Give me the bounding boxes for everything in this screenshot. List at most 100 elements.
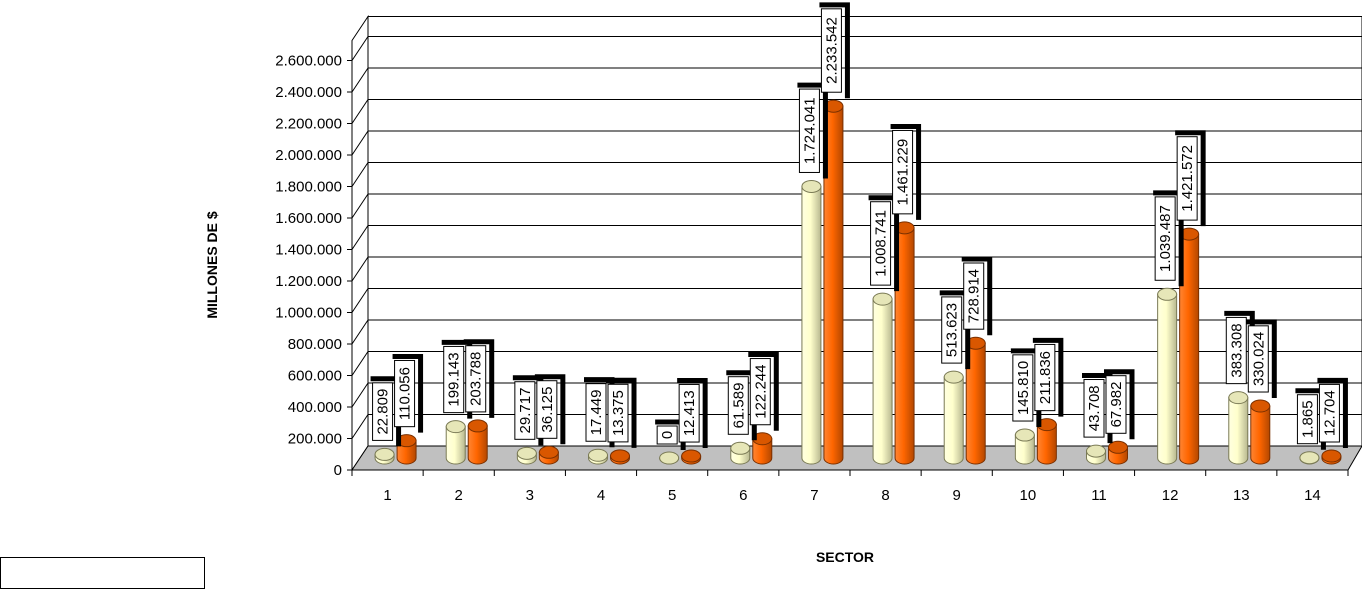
data-label-text: 0 [659, 431, 676, 439]
data-label-callout [819, 2, 850, 99]
data-label-text: 67.982 [1108, 382, 1125, 428]
bar-top [538, 445, 559, 459]
gridline-side [351, 130, 369, 156]
data-label-text: 728.914 [966, 269, 983, 323]
data-label-text: 61.589 [730, 383, 747, 429]
bar-body [1179, 233, 1200, 465]
bar-top [610, 449, 630, 463]
x-axis-ticks: 1 2 3 4 5 6 7 8 9 10 11 12 13 14 [351, 469, 1349, 504]
bar [659, 451, 680, 465]
gridline-side [351, 225, 369, 250]
data-label-callout [606, 377, 637, 448]
bar [801, 179, 822, 465]
data-label: 728.914 [961, 256, 993, 336]
side-wall-panel [351, 14, 369, 472]
x-tick-label: 7 [810, 487, 818, 504]
bar-body [396, 440, 417, 465]
data-label-box [394, 359, 416, 428]
data-label-box [585, 383, 607, 442]
gridline-side [351, 36, 369, 61]
data-label: 1.039.487 [1153, 190, 1184, 287]
bar [872, 292, 893, 465]
data-label-text: 12.413 [681, 390, 698, 436]
bar-top [1014, 428, 1035, 442]
x-tick-label: 9 [953, 487, 961, 504]
bar [588, 448, 608, 465]
bar-top [943, 370, 964, 384]
data-label-box [514, 381, 536, 440]
legend [0, 557, 205, 589]
y-axis-ticks: 0 200.000 400.000 600.000 800.000 1.000.000 1.… [275, 53, 352, 479]
y-tick-label: 0 [334, 462, 342, 479]
data-label-callout [961, 256, 993, 336]
data-label-callout [1104, 369, 1135, 440]
bar-body [1014, 434, 1035, 465]
data-label: 12.704 [1317, 377, 1348, 448]
data-label-text: 110.056 [397, 367, 414, 420]
data-label-box [372, 382, 394, 441]
data-label-callout [748, 352, 779, 431]
bar-top [516, 446, 537, 460]
data-label-text: 1.461.229 [895, 139, 912, 206]
bar-body [467, 425, 488, 465]
bar-body [872, 298, 893, 465]
bar [538, 445, 559, 465]
bar-body [445, 426, 466, 465]
bar-top [374, 447, 395, 461]
y-tick-label: 1.000.000 [275, 305, 342, 322]
data-label-text: 145.810 [1015, 361, 1032, 415]
gridline-side [351, 414, 369, 439]
bar-body [752, 438, 773, 465]
x-tick-label: 12 [1162, 487, 1179, 504]
data-label-box [1154, 196, 1176, 281]
data-label: 1.008.741 [868, 195, 900, 292]
bar [730, 441, 751, 465]
data-label: 211.836 [1032, 337, 1064, 417]
data-label-callout [1317, 377, 1348, 448]
data-label-box [798, 88, 820, 173]
data-label-text: 203.788 [468, 352, 485, 406]
bar-chart: 0 200.000 400.000 600.000 800.000 1.000.000 1.… [204, 2, 1362, 565]
bar [823, 99, 844, 465]
bar-top [445, 420, 466, 434]
bar-top [1321, 449, 1342, 463]
gridline-side [351, 382, 369, 408]
bar-top [467, 419, 488, 433]
x-tick-label: 10 [1020, 487, 1037, 504]
bar-body [965, 342, 986, 465]
bar-body [1157, 293, 1178, 465]
x-tick-label: 3 [526, 487, 534, 504]
data-label-text: 513.623 [944, 303, 961, 357]
data-label-text: 17.449 [588, 390, 605, 436]
bar [1250, 399, 1271, 465]
bar [1108, 440, 1128, 465]
data-label-text: 383.308 [1228, 323, 1245, 377]
bar-body [1250, 405, 1271, 465]
data-label-text: 12.704 [1321, 390, 1338, 436]
gridline-side [351, 193, 369, 219]
data-label: 12.413 [677, 377, 708, 449]
data-label: 1.421.572 [1175, 130, 1206, 227]
data-label: 67.982 [1104, 369, 1135, 440]
y-axis-title: MILLONES DE $ [204, 211, 220, 319]
bar-top [872, 292, 893, 306]
bar-top [730, 441, 751, 455]
gridline-side [351, 99, 369, 124]
data-label-box [941, 296, 963, 364]
x-tick-label: 13 [1233, 487, 1250, 504]
data-label-text: 36.125 [539, 387, 556, 433]
data-label-text: 29.717 [517, 388, 534, 434]
x-tick-label: 8 [881, 487, 889, 504]
x-tick-label: 11 [1091, 487, 1107, 504]
gridline-side [351, 67, 369, 93]
bar [1321, 449, 1342, 465]
bar [1157, 287, 1178, 465]
gridline-side [351, 256, 369, 282]
data-label-box [727, 376, 749, 435]
data-label-text: 1.724.041 [801, 97, 818, 164]
data-label-callout [1246, 319, 1277, 399]
x-tick-label: 5 [668, 487, 676, 504]
x-tick-label: 14 [1304, 487, 1321, 504]
data-label-callout [392, 353, 424, 433]
data-label-text: 43.708 [1086, 385, 1103, 431]
